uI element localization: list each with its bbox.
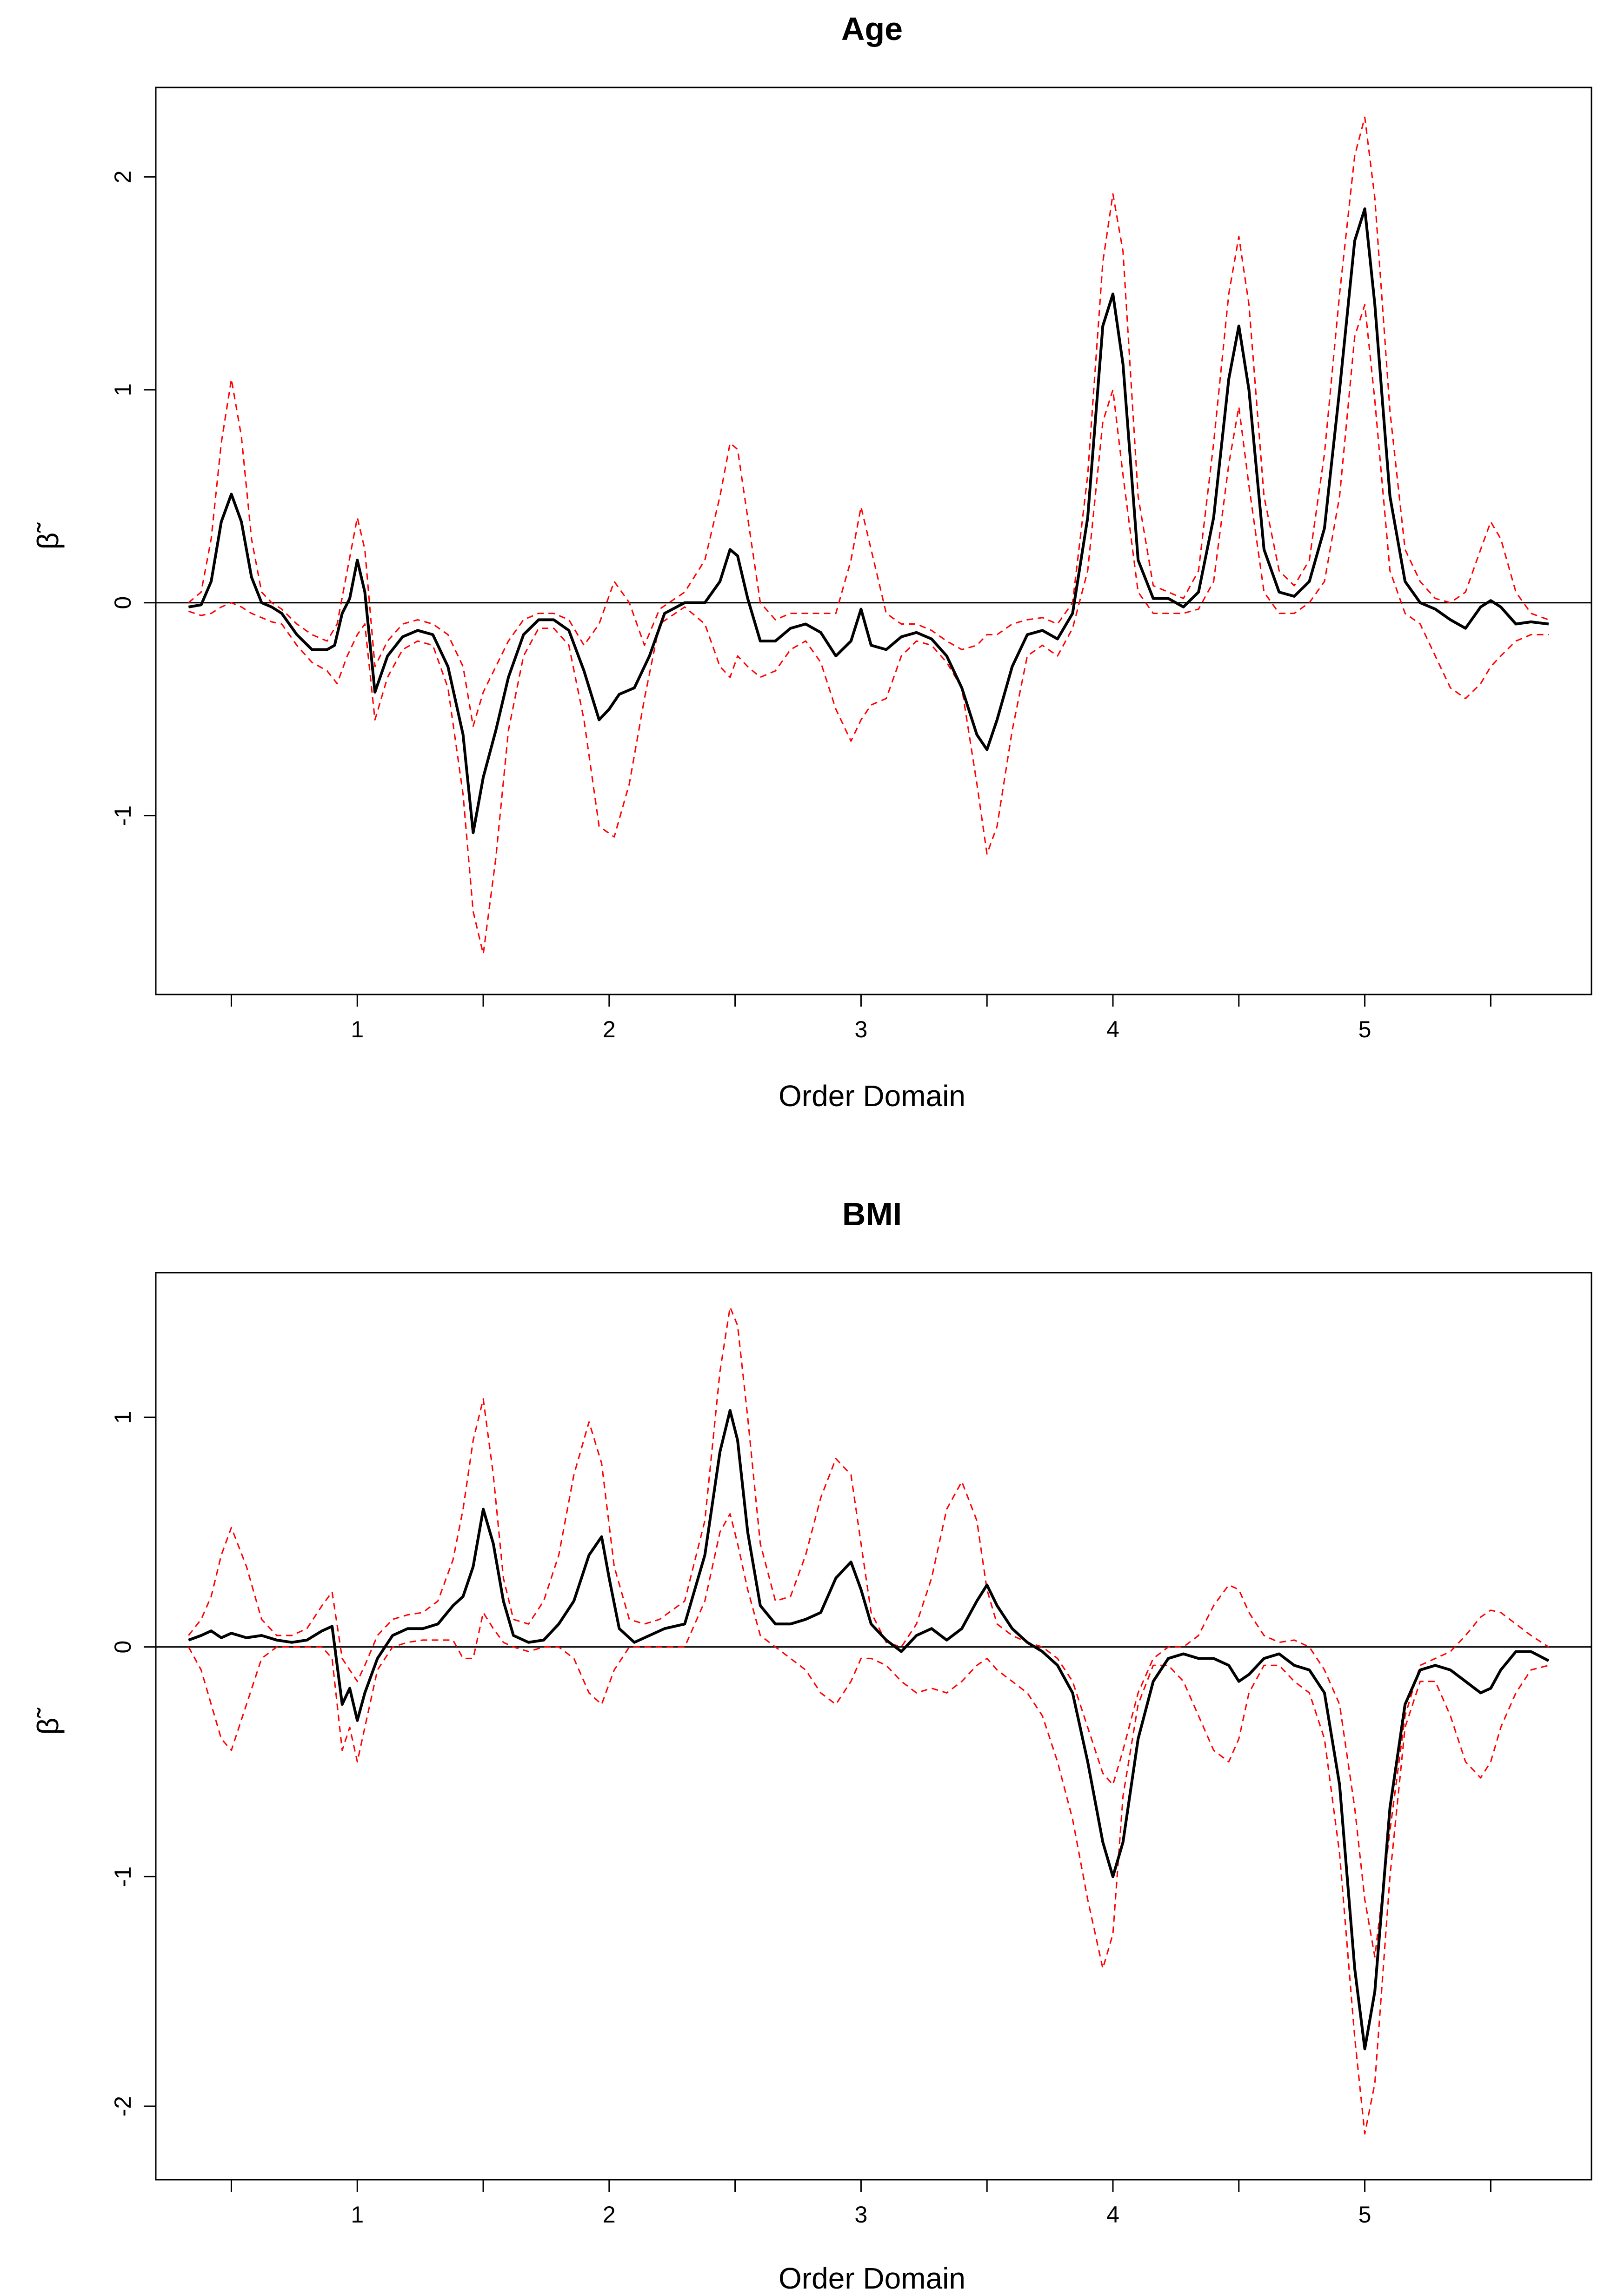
lower-band-line (188, 304, 1549, 955)
chart-title: BMI (842, 1196, 902, 1232)
x-tick-label: 1 (351, 1016, 364, 1042)
x-tick-label: 3 (855, 1016, 868, 1042)
y-tick-label: -2 (110, 2096, 136, 2116)
x-tick-label: 3 (855, 2202, 868, 2228)
plot-frame (155, 87, 1592, 995)
y-tick-label: -1 (110, 1866, 136, 1887)
age-chart: Age Order Domain β̃ 1 2 3 4 5 -1 0 1 2 (31, 11, 1592, 1113)
plot-area (156, 116, 1591, 955)
y-axis-label: β̃ (31, 522, 65, 550)
x-axis-label: Order Domain (779, 1079, 965, 1113)
y-tick-label: 0 (110, 596, 136, 609)
x-axis-label: Order Domain (779, 2262, 965, 2295)
x-tick-label: 4 (1106, 2202, 1119, 2228)
plot-area (156, 1306, 1591, 2135)
y-tick-label: -1 (110, 805, 136, 826)
estimate-line (188, 207, 1549, 834)
y-tick-label: 2 (110, 170, 136, 183)
y-tick-label: 1 (110, 383, 136, 396)
plot-frame (155, 1272, 1592, 2181)
estimate-line (188, 1409, 1550, 2050)
x-tick-label: 2 (603, 2202, 616, 2228)
x-tick-label: 1 (351, 2202, 364, 2228)
bmi-chart: BMI Order Domain β̃ 1 2 3 4 5 -2 -1 0 1 (31, 1196, 1592, 2295)
x-tick-label: 5 (1358, 2202, 1371, 2228)
lower-band-line (188, 1513, 1549, 2135)
chart-title: Age (841, 11, 903, 47)
y-tick-label: 1 (110, 1411, 136, 1424)
x-tick-label: 4 (1106, 1016, 1119, 1042)
x-tick-label: 5 (1358, 1016, 1371, 1042)
upper-band-line (188, 116, 1549, 727)
upper-band-line (188, 1306, 1549, 1958)
x-tick-label: 2 (603, 1016, 616, 1042)
y-tick-label: 0 (110, 1641, 136, 1654)
y-axis-label: β̃ (31, 1708, 65, 1735)
